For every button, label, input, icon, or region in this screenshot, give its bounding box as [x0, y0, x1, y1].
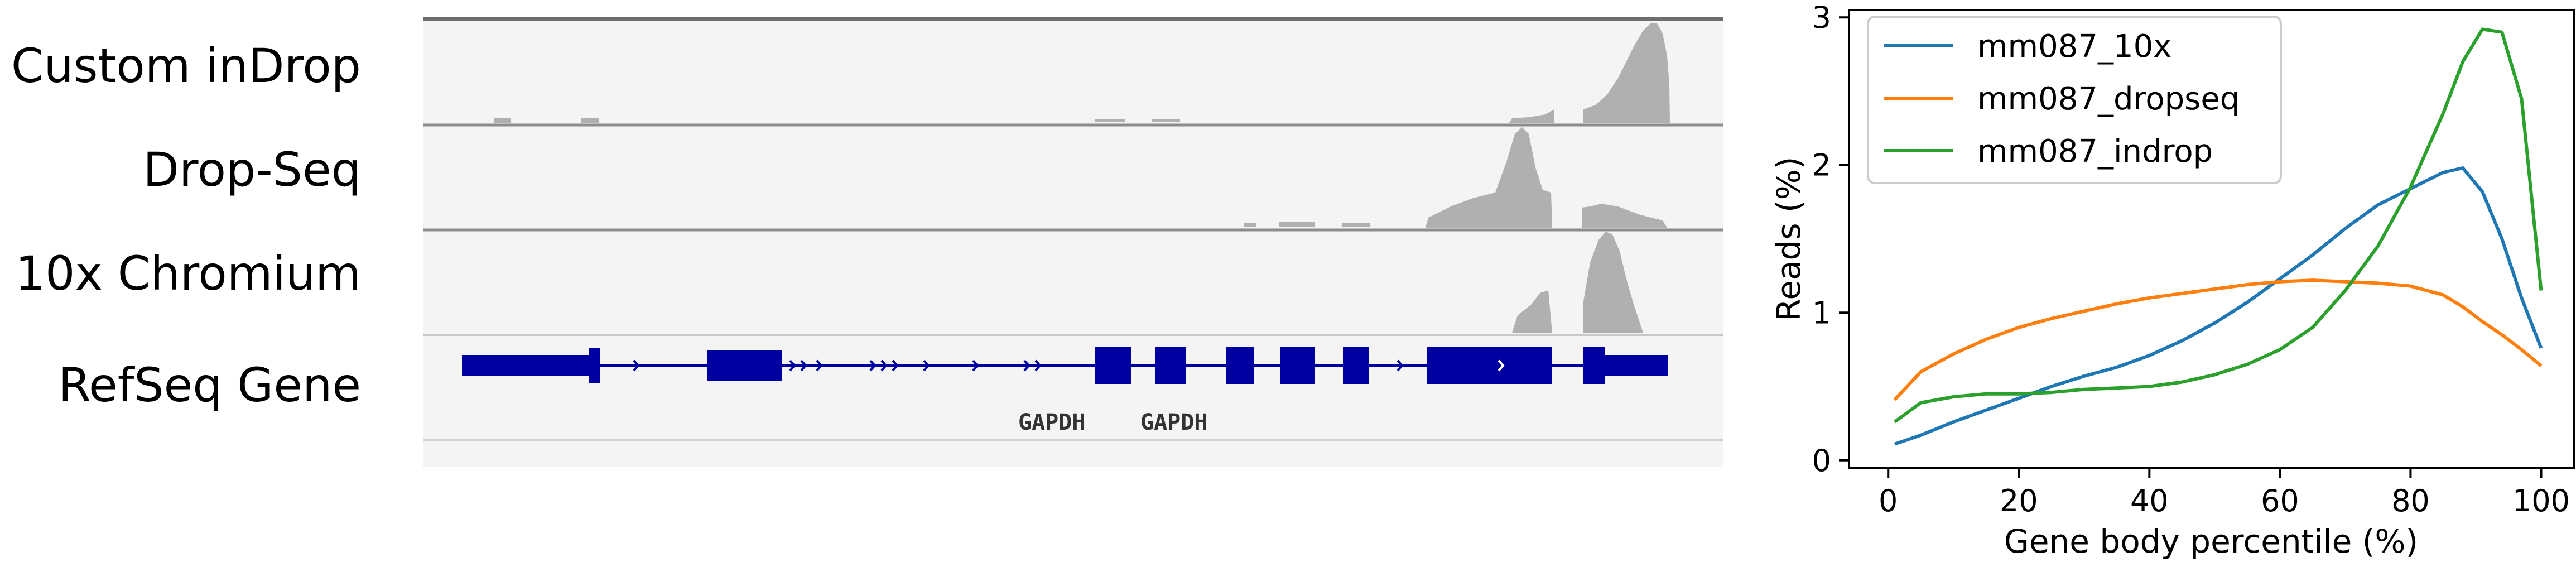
coverage-blip: [581, 118, 599, 123]
track-label-dropseq: Drop-Seq: [143, 142, 361, 197]
coverage-peak: [1582, 204, 1667, 228]
x-tick-label: 40: [2130, 483, 2169, 518]
strand-chevron-icon: [892, 359, 899, 372]
genome-browser-panel: GAPDH GAPDH: [423, 17, 1723, 467]
browser-background: [423, 17, 1723, 467]
gene-exon: [589, 348, 600, 383]
strand-chevron-icon: [1498, 359, 1505, 372]
strand-chevron-icon: [1034, 359, 1042, 372]
coverage-track-10x: [1512, 232, 1643, 333]
legend-box: [1867, 16, 2282, 184]
x-tick-label: 60: [2261, 483, 2299, 518]
strand-chevron-icon: [789, 359, 796, 372]
coverage-blip: [1152, 119, 1180, 122]
y-tick-label: 3: [1812, 0, 1831, 35]
strand-chevron-icon: [800, 359, 807, 372]
coverage-blip: [1342, 223, 1370, 227]
strand-chevron-icon: [869, 359, 877, 372]
strand-chevrons: [633, 359, 1505, 372]
legend-label: mm087_10x: [1977, 28, 2171, 65]
y-axis-label: Reads (%): [1770, 157, 1808, 321]
track-label-10x: 10x Chromium: [15, 246, 362, 301]
gene-exon: [1226, 347, 1254, 384]
strand-chevron-icon: [923, 359, 930, 372]
series-lines: [1893, 27, 2543, 446]
y-tick-label: 1: [1812, 295, 1831, 330]
gene-exon: [1583, 347, 1605, 384]
gene-utr: [462, 355, 590, 376]
coverage-blip: [494, 118, 511, 123]
strand-chevron-icon: [1397, 359, 1404, 372]
y-ticks: 0 1 2 3: [1812, 0, 1849, 478]
coverage-peak-main: [1583, 23, 1670, 123]
gene-exon: [1155, 347, 1186, 384]
coverage-peak-main: [1426, 127, 1552, 228]
coverage-peak: [1509, 109, 1554, 123]
x-axis-label: Gene body percentile (%): [2004, 522, 2418, 560]
gene-exon: [1343, 347, 1369, 384]
gene-exon: [707, 350, 782, 381]
gene-exons: [462, 347, 1668, 384]
y-tick-label: 2: [1812, 148, 1831, 183]
gene-utr: [1605, 355, 1668, 376]
series-line-mm087-dropseq: [1893, 278, 2543, 401]
coverage-track-indrop: [494, 23, 1670, 123]
x-tick-label: 100: [2512, 483, 2570, 518]
coverage-blip: [1279, 222, 1315, 227]
x-tick-label: 80: [2391, 483, 2430, 518]
series-line-mm087-10x: [1894, 166, 2543, 446]
coverage-track-dropseq: [1244, 127, 1667, 228]
gene-exon: [1427, 347, 1552, 384]
x-tick-label: 0: [1879, 483, 1898, 518]
coverage-peak: [1512, 290, 1552, 333]
strand-chevron-icon: [633, 359, 640, 372]
y-tick-label: 0: [1812, 443, 1831, 478]
legend-label: mm087_dropseq: [1977, 81, 2240, 117]
gene-exon: [1280, 347, 1315, 384]
coverage-blip: [1095, 119, 1125, 122]
gene-model: GAPDH GAPDH: [462, 347, 1668, 435]
gene-exon: [1095, 347, 1131, 384]
x-tick-label: 20: [2000, 483, 2038, 518]
legend: mm087_10x mm087_dropseq mm087_indrop: [1867, 16, 2282, 184]
track-label-refseq: RefSeq Gene: [58, 358, 361, 412]
coverage-peak-main: [1583, 232, 1643, 333]
strand-chevron-icon: [1023, 359, 1031, 372]
strand-chevron-icon: [816, 359, 823, 372]
gene-label: GAPDH: [1018, 410, 1085, 435]
track-label-indrop: Custom inDrop: [11, 39, 361, 93]
strand-chevron-icon: [880, 359, 888, 372]
gene-label: GAPDH: [1140, 410, 1207, 435]
x-ticks: 0 20 40 60 80 100: [1879, 468, 2570, 518]
strand-chevron-icon: [972, 359, 979, 372]
series-line-mm087-indrop: [1894, 27, 2543, 424]
legend-label: mm087_indrop: [1977, 133, 2213, 170]
coverage-blip: [1244, 223, 1256, 227]
browser-top-border: [423, 17, 1723, 21]
